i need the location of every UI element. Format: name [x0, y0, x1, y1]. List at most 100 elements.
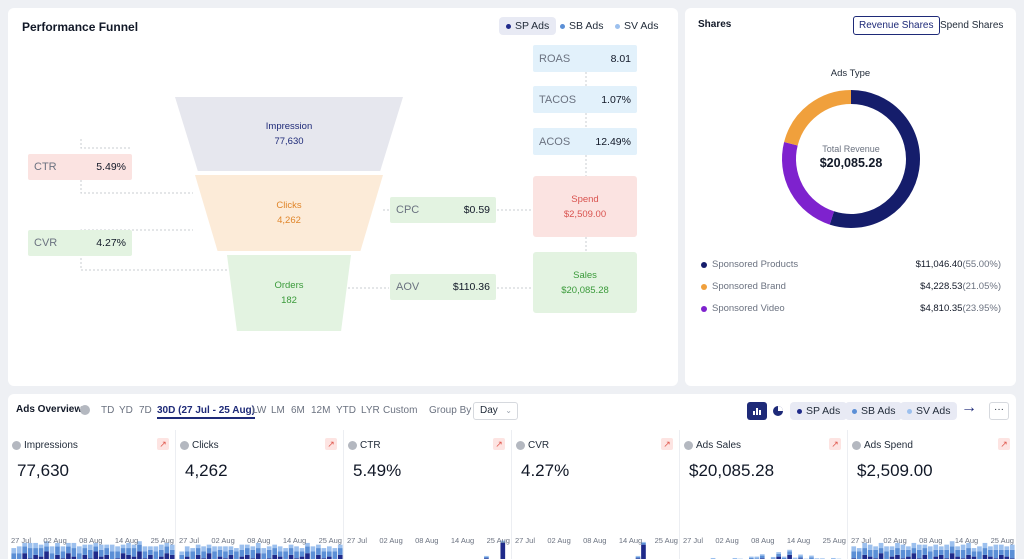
bar-sb-ads [272, 548, 277, 555]
bar-chart-view-button[interactable] [747, 402, 767, 420]
bar-sv-ads [749, 556, 754, 558]
bar-sp-ads [272, 554, 277, 559]
cpc-box: CPC $0.59 [390, 197, 496, 223]
metric-card-ads-spend[interactable]: Ads Spend ↗ $2,509.00 [848, 430, 1016, 559]
legend-name: Sponsored Brand [712, 281, 786, 292]
bar-sp-ads [164, 553, 170, 559]
range-lm[interactable]: LM [271, 405, 285, 416]
card-title: Ads Sales [696, 440, 742, 451]
cvr-label: CVR [34, 237, 58, 249]
tacos-box: TACOS 1.07% [533, 86, 637, 113]
bar-sv-ads [126, 542, 131, 549]
range-ytd[interactable]: YTD [336, 405, 356, 416]
bar-sv-ads [38, 544, 44, 549]
group-by-select[interactable]: Day ⌄ [473, 402, 518, 420]
range-custom[interactable]: Custom [383, 405, 418, 416]
roas-value: 8.01 [610, 52, 631, 65]
bar-sb-ads [11, 553, 17, 559]
bar-sv-ads [11, 548, 17, 554]
card-value: 77,630 [17, 461, 69, 480]
bar-sb-ads [120, 548, 126, 554]
filter-sp-ads[interactable]: SP Ads [499, 17, 557, 35]
overview-filter-sv-label: SV Ads [916, 405, 951, 417]
bar-sv-ads [250, 546, 256, 550]
bar-sp-ads [44, 551, 49, 559]
overview-filter-sv-ads[interactable]: SV Ads [900, 402, 958, 420]
bar-sb-ads [82, 548, 88, 555]
bar-sb-ads [977, 551, 982, 559]
arrow-right-icon[interactable]: → [961, 399, 977, 416]
bar-sv-ads [310, 546, 316, 552]
acos-box: ACOS 12.49% [533, 128, 637, 155]
bar-sb-ads [776, 553, 781, 557]
bar-sv-ads [16, 546, 22, 554]
range-7d[interactable]: 7D [139, 405, 152, 416]
acos-label: ACOS [539, 135, 571, 148]
legend-sponsored-brand: Sponsored Brand $4,228.53 (21.05%) [701, 281, 1001, 292]
donut-slice-sponsored-video[interactable] [782, 142, 835, 225]
donut-slice-sponsored-products[interactable] [829, 90, 920, 228]
bar-sv-ads [966, 542, 971, 549]
bar-sb-ads [201, 551, 206, 559]
filter-sv-ads[interactable]: SV Ads [608, 17, 665, 35]
bar-sb-ads [889, 549, 895, 557]
funnel-stage-orders: Orders 182 [227, 255, 351, 331]
overview-filter-sp-ads[interactable]: SP Ads [790, 402, 848, 420]
ads-type-donut-chart [782, 90, 920, 228]
bar-sb-ads [337, 548, 343, 555]
overview-filter-sb-ads[interactable]: SB Ads [845, 402, 903, 420]
bar-sv-ads [809, 555, 814, 558]
bar-sb-ads [310, 551, 316, 559]
bar-sv-ads [305, 542, 310, 547]
metric-card-ads-sales[interactable]: Ads Sales ↗ $20,085.28 [680, 430, 848, 559]
info-icon[interactable] [80, 405, 90, 415]
bar-sb-ads [66, 546, 71, 554]
date-tick-label: 27 Jul [347, 536, 368, 545]
range-6m[interactable]: 6M [291, 405, 305, 416]
aov-label: AOV [396, 281, 420, 293]
range-30d[interactable]: 30D (27 Jul - 25 Aug) [157, 405, 255, 419]
more-options-button[interactable]: ··· [989, 402, 1009, 420]
bar-sv-ads [982, 542, 988, 549]
bar-sb-ads [255, 548, 261, 554]
metric-card-impressions[interactable]: Impressions ↗ 77,630 [8, 430, 176, 559]
tab-spend-shares[interactable]: Spend Shares [940, 20, 1004, 31]
orders-label: Orders [274, 280, 304, 291]
pie-chart-view-button[interactable] [769, 402, 787, 420]
range-yd[interactable]: YD [119, 405, 133, 416]
bar-sb-ads [195, 548, 201, 555]
date-tick-label: 27 Jul [683, 536, 704, 545]
donut-slice-sponsored-brand[interactable] [784, 90, 852, 146]
sponsored-brand-dot-icon [701, 283, 707, 290]
range-td[interactable]: TD [101, 405, 115, 416]
filter-sb-ads[interactable]: SB Ads [553, 17, 610, 35]
date-tick-label: 14 Aug [450, 536, 475, 545]
bar-sb-ads [1009, 549, 1015, 559]
metric-card-ctr[interactable]: CTR ↗ 5.49% [344, 430, 512, 559]
bar-sv-ads [933, 544, 939, 550]
date-axis-row: 27 Jul 02 Aug 08 Aug 14 Aug 25 Aug [683, 536, 846, 545]
bar-sv-ads [49, 546, 55, 554]
bar-sv-ads [179, 551, 185, 555]
metric-card-clicks[interactable]: Clicks ↗ 4,262 [176, 430, 344, 559]
tab-revenue-shares[interactable]: Revenue Shares [853, 16, 940, 35]
range-lyr[interactable]: LYR [361, 405, 380, 416]
range-12m[interactable]: 12M [311, 405, 331, 416]
bar-sv-ads [321, 548, 327, 552]
bar-sb-ads [867, 549, 873, 557]
bar-sb-ads [960, 549, 966, 559]
bar-sv-ads [169, 544, 175, 550]
ads-spend-bar-chart [851, 541, 1015, 559]
bar-sb-ads [906, 549, 911, 557]
ctr-box: CTR 5.49% [28, 154, 132, 180]
clicks-label: Clicks [276, 200, 302, 211]
bar-sb-ads [798, 556, 803, 559]
donut-center-label: Total Revenue [822, 144, 880, 154]
bar-sb-ads [115, 551, 120, 559]
range-lw[interactable]: LW [252, 405, 267, 416]
bar-sb-ads [856, 551, 862, 559]
metric-card-cvr[interactable]: CVR ↗ 4.27% [512, 430, 680, 559]
bar-sp-ads [305, 553, 310, 559]
bar-sv-ads [977, 546, 982, 552]
card-title: CTR [360, 440, 381, 451]
